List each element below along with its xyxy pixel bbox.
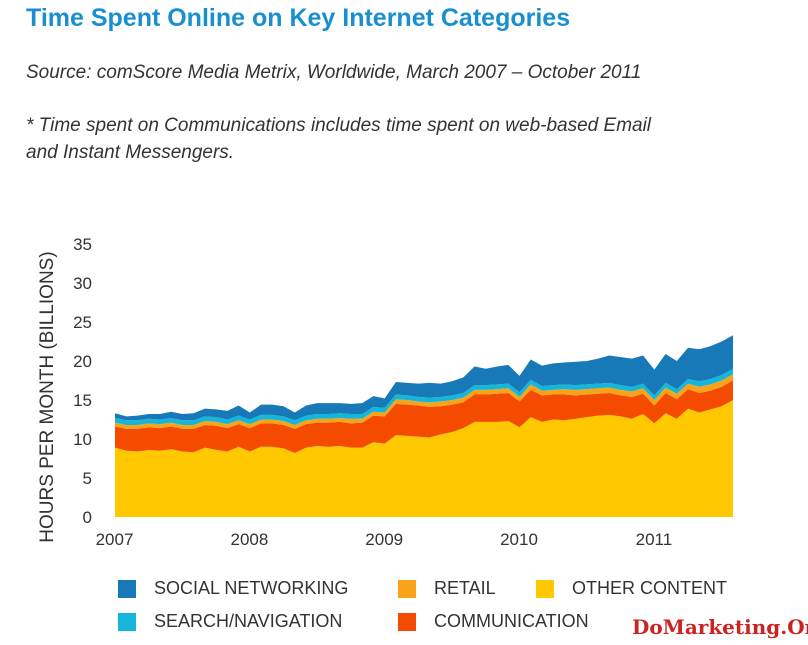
y-tick-label-10: 10 — [73, 430, 92, 449]
legend-swatch-search-navigation — [118, 612, 136, 631]
area-series-social-networking — [115, 335, 733, 421]
y-tick-label-15: 15 — [73, 391, 92, 410]
legend-label-social-networking: SOCIAL NETWORKING — [154, 578, 349, 598]
legend-item-other-content: OTHER CONTENT — [536, 578, 727, 599]
y-tick-label-30: 30 — [73, 274, 92, 293]
legend-swatch-communication — [398, 612, 416, 631]
x-tick-label-2010: 2010 — [500, 530, 538, 549]
chart-source-subtitle: Source: comScore Media Metrix, Worldwide… — [26, 62, 642, 83]
x-axis-tick-labels: 2007 2008 2009 2010 2011 — [96, 530, 673, 549]
chart-footnote-line-2: and Instant Messengers. — [26, 142, 235, 163]
x-tick-label-2008: 2008 — [230, 530, 268, 549]
legend-swatch-other-content — [536, 579, 554, 598]
y-tick-label-5: 5 — [83, 469, 92, 488]
y-tick-label-0: 0 — [83, 508, 92, 527]
legend-item-social-networking: SOCIAL NETWORKING — [118, 578, 348, 599]
legend-item-communication: COMMUNICATION — [398, 611, 589, 632]
area-series-group — [115, 335, 733, 517]
y-tick-label-35: 35 — [73, 235, 92, 254]
area-series-other-content — [115, 400, 733, 517]
area-series-communication — [115, 380, 733, 454]
x-tick-label-2007: 2007 — [96, 530, 134, 549]
legend-label-retail: RETAIL — [434, 578, 496, 598]
legend-item-retail: RETAIL — [398, 578, 496, 599]
chart-legend: SOCIAL NETWORKING RETAIL OTHER CONTENT S… — [118, 578, 758, 638]
y-tick-label-25: 25 — [73, 313, 92, 332]
y-tick-label-20: 20 — [73, 352, 92, 371]
x-tick-label-2009: 2009 — [365, 530, 403, 549]
stacked-area-chart: 0 5 10 15 20 25 30 35 2007 2008 2009 2010 2011 HOUR… — [37, 235, 733, 549]
y-axis-label: HOURS PER MONTH (BILLIONS) — [37, 251, 58, 542]
legend-label-communication: COMMUNICATION — [434, 611, 589, 631]
chart-title: Time Spent Online on Key Internet Catego… — [26, 4, 571, 32]
legend-swatch-social-networking — [118, 579, 136, 598]
x-tick-label-2011: 2011 — [636, 530, 673, 549]
legend-swatch-retail — [398, 579, 416, 598]
legend-item-search-navigation: SEARCH/NAVIGATION — [118, 611, 342, 632]
chart-footnote: * Time spent on Communications includes … — [26, 112, 746, 166]
watermark-logo: DoMarketing.Org — [632, 615, 808, 639]
y-axis-tick-labels: 0 5 10 15 20 25 30 35 — [73, 235, 92, 527]
legend-label-other-content: OTHER CONTENT — [572, 578, 727, 598]
chart-footnote-line-1: * Time spent on Communications includes … — [26, 115, 652, 136]
area-series-search-navigation — [115, 368, 733, 425]
legend-label-search-navigation: SEARCH/NAVIGATION — [154, 611, 343, 631]
